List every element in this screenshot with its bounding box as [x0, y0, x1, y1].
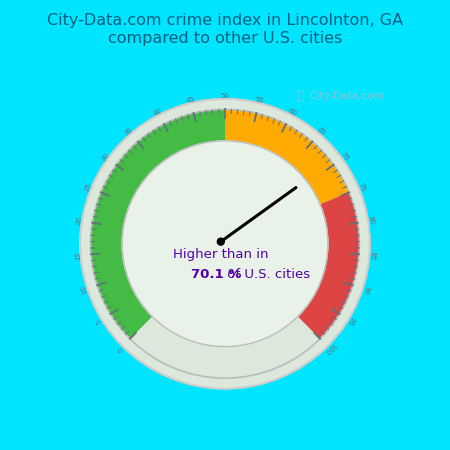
Text: 15: 15	[74, 251, 81, 260]
Text: 60: 60	[287, 107, 297, 117]
Text: 70: 70	[340, 151, 350, 162]
Text: of U.S. cities: of U.S. cities	[223, 268, 310, 281]
Wedge shape	[225, 109, 349, 204]
Wedge shape	[90, 109, 225, 339]
Text: 30: 30	[100, 151, 110, 162]
Text: City-Data.com: City-Data.com	[310, 91, 384, 101]
Circle shape	[122, 141, 328, 346]
Text: 10: 10	[80, 284, 89, 295]
Text: 90: 90	[361, 284, 370, 295]
Text: 35: 35	[124, 126, 134, 136]
Text: 50: 50	[220, 93, 230, 99]
Text: 0: 0	[117, 345, 124, 352]
Text: 25: 25	[84, 182, 93, 192]
Text: 95: 95	[346, 316, 356, 326]
Text: 80: 80	[368, 216, 375, 225]
Text: 75: 75	[357, 182, 366, 192]
Text: City-Data.com crime index in Lincolnton, GA
compared to other U.S. cities: City-Data.com crime index in Lincolnton,…	[47, 14, 403, 46]
Text: 40: 40	[153, 107, 163, 117]
Text: 5: 5	[95, 318, 103, 324]
Text: 20: 20	[75, 216, 82, 225]
Text: 45: 45	[185, 96, 195, 104]
Text: 65: 65	[316, 126, 326, 136]
Text: 85: 85	[369, 251, 376, 260]
Circle shape	[217, 238, 224, 245]
Text: Higher than in: Higher than in	[173, 248, 269, 261]
Text: ⦾: ⦾	[298, 91, 305, 101]
Text: 70.1 %: 70.1 %	[191, 268, 242, 281]
Text: 55: 55	[255, 96, 265, 104]
Text: 100: 100	[323, 342, 337, 356]
Circle shape	[80, 99, 370, 389]
Wedge shape	[298, 192, 360, 339]
